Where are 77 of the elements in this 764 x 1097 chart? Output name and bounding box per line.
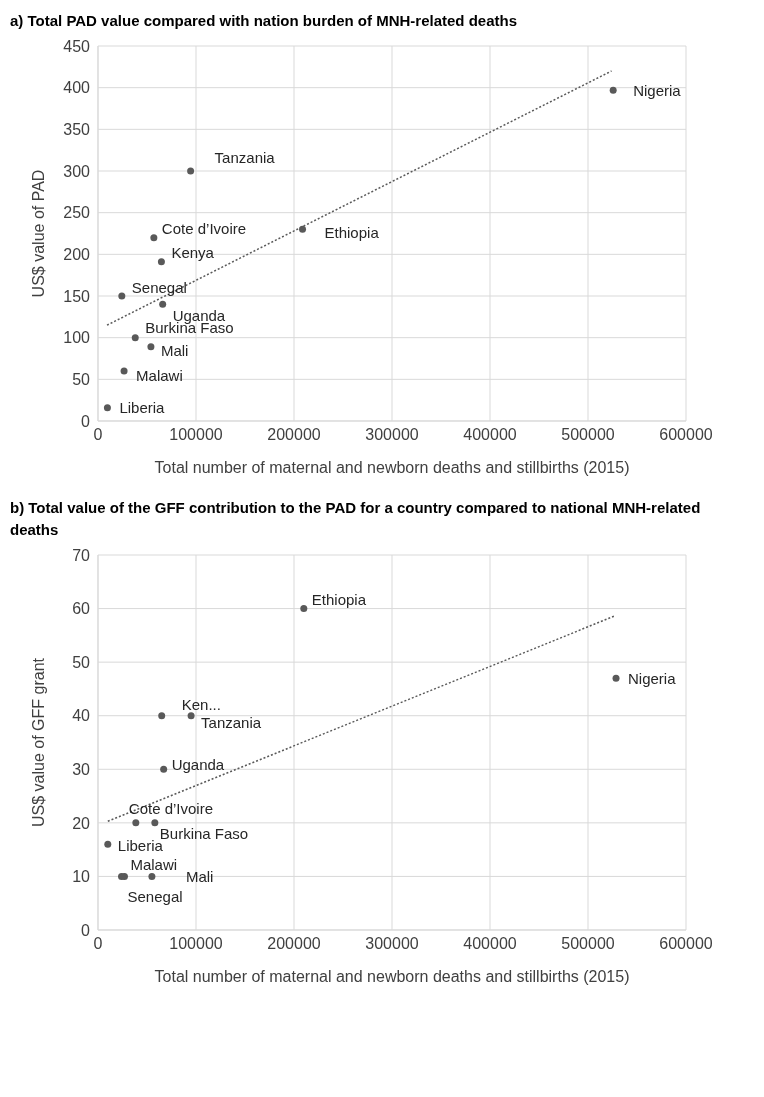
- x-tick-label: 400000: [463, 935, 517, 953]
- annotation: Nigeria: [633, 81, 682, 99]
- annotation: Mali: [185, 867, 214, 885]
- y-tick-label: 50: [72, 653, 91, 671]
- point: [103, 404, 111, 412]
- x-tick-label: 200000: [267, 426, 321, 444]
- y-tick-label: 200: [63, 246, 91, 264]
- annotation: Senegal: [127, 887, 183, 905]
- point: [158, 712, 166, 720]
- y-tick-label: 150: [63, 287, 91, 305]
- point: [612, 674, 620, 682]
- annotation: Liberia: [119, 399, 166, 417]
- x-tick-label: 400000: [463, 426, 517, 444]
- annotation: Ethiopia: [311, 591, 367, 609]
- x-tick-label: 0: [93, 935, 103, 953]
- y-tick-label: 50: [72, 371, 91, 389]
- y-tick-label: 70: [72, 546, 91, 564]
- x-tick-label: 100000: [169, 426, 223, 444]
- y-tick-label: 0: [81, 921, 91, 939]
- y-tick-label: 250: [63, 204, 91, 222]
- point: [120, 367, 128, 375]
- point: [131, 334, 139, 342]
- point: [157, 258, 165, 266]
- annotation: Nigeria: [628, 669, 677, 687]
- annotation: Ethiopia: [324, 223, 380, 241]
- annotation: Malawi: [130, 855, 178, 873]
- x-tick-label: 300000: [365, 935, 419, 953]
- y-tick-label: 20: [72, 814, 91, 832]
- y-tick-label: 300: [63, 162, 91, 180]
- annotation: Burkina Faso: [159, 825, 249, 843]
- annotation: Cote d’Ivoire: [128, 800, 214, 818]
- y-axis-title: US$ value of PAD: [29, 169, 47, 298]
- x-tick-label: 500000: [561, 935, 615, 953]
- annotation: Cote d’Ivoire: [161, 220, 247, 238]
- x-axis-title: Total number of maternal and newborn deaths and stillbirths (2015): [154, 968, 630, 985]
- point: [150, 234, 158, 242]
- x-tick-label: 300000: [365, 426, 419, 444]
- x-tick-label: 100000: [169, 935, 223, 953]
- x-axis-title: Total number of maternal and newborn deaths and stillbirths (2015): [154, 459, 630, 476]
- chart-title: a) Total PAD value compared with nation burden of MNH-related deaths: [9, 11, 518, 31]
- point: [148, 872, 156, 880]
- chart-title: b) Total value of the GFF contribution to the PAD for a country compared to national MNH-related deaths: [9, 498, 702, 540]
- y-tick-label: 400: [63, 79, 91, 97]
- y-tick-label: 10: [72, 868, 91, 886]
- annotation: Kenya: [171, 244, 215, 262]
- annotation: Ken...: [181, 696, 221, 714]
- x-tick-label: 500000: [561, 426, 615, 444]
- point: [147, 343, 155, 351]
- annotation: Uganda: [171, 755, 225, 773]
- annotation: Mali: [160, 342, 189, 360]
- point: [160, 765, 168, 773]
- y-tick-label: 450: [63, 37, 91, 55]
- y-tick-label: 0: [81, 412, 91, 430]
- y-tick-label: 100: [63, 329, 91, 347]
- point: [299, 225, 307, 233]
- x-tick-label: 600000: [659, 426, 713, 444]
- y-tick-label: 40: [72, 707, 91, 725]
- x-tick-label: 600000: [659, 935, 713, 953]
- point: [151, 819, 159, 827]
- x-tick-label: 200000: [267, 935, 321, 953]
- point: [609, 86, 617, 94]
- y-tick-label: 60: [72, 600, 91, 618]
- y-axis-title: US$ value of GFF grant: [29, 657, 47, 827]
- point: [300, 605, 308, 613]
- point: [187, 167, 195, 175]
- x-tick-label: 0: [93, 426, 103, 444]
- point: [187, 712, 195, 720]
- point: [132, 819, 140, 827]
- point: [159, 300, 167, 308]
- annotation: Malawi: [136, 366, 183, 384]
- annotation: Tanzania: [214, 148, 276, 166]
- annotation: Senegal: [131, 278, 187, 296]
- point: [104, 840, 112, 848]
- y-tick-label: 350: [63, 121, 91, 139]
- annotation: Tanzania: [201, 714, 262, 732]
- y-tick-label: 30: [72, 760, 91, 778]
- point: [118, 292, 126, 300]
